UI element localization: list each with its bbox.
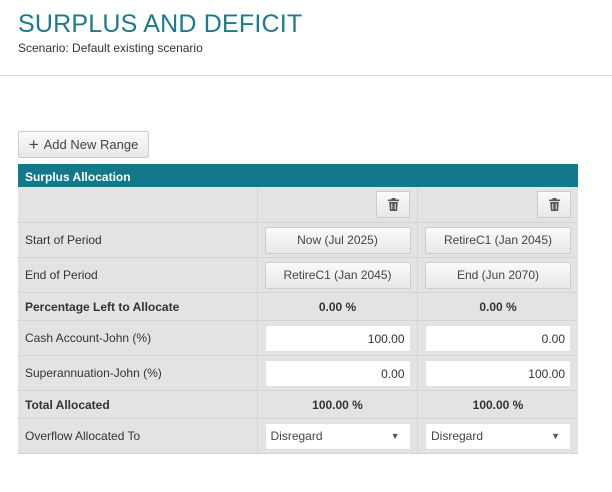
table-row-overflow: Overflow Allocated To Disregard ▼ Disrega… (18, 419, 578, 454)
table-header: Surplus Allocation (18, 164, 578, 187)
percentage-left-value: 0.00 % (479, 299, 517, 314)
page-title: SURPLUS AND DEFICIT (18, 10, 303, 38)
row-label: Start of Period (18, 223, 258, 257)
delete-range-1-button[interactable] (376, 191, 410, 218)
row-label: Superannuation-John (%) (18, 356, 258, 390)
start-period-1-button[interactable]: Now (Jul 2025) (264, 226, 411, 254)
table-row-super: Superannuation-John (%) 0.00 100.00 (18, 356, 578, 391)
table-row-end: End of Period RetireC1 (Jan 2045) End (J… (18, 258, 578, 293)
superannuation-2-input[interactable]: 100.00 (425, 359, 571, 387)
trash-icon (548, 198, 560, 211)
cash-account-2-input[interactable]: 0.00 (425, 324, 571, 352)
overflow-2-value: Disregard (431, 429, 484, 443)
add-new-range-button[interactable]: + Add New Range (18, 131, 149, 158)
divider (0, 75, 612, 76)
start-period-2-button[interactable]: RetireC1 (Jan 2045) (425, 226, 571, 254)
plus-icon: + (28, 135, 39, 154)
row-label: Percentage Left to Allocate (18, 293, 258, 320)
add-new-range-label: Add New Range (43, 137, 139, 152)
row-label: Overflow Allocated To (18, 419, 258, 453)
row-label: Total Allocated (18, 391, 258, 418)
overflow-1-value: Disregard (270, 429, 323, 443)
table-row-actions (18, 187, 578, 223)
cash-account-1-input[interactable]: 100.00 (264, 324, 411, 352)
table-row-start: Start of Period Now (Jul 2025) RetireC1 … (18, 223, 578, 258)
table-row-percentage-left: Percentage Left to Allocate 0.00 % 0.00 … (18, 293, 578, 321)
dropdown-arrow-icon: ▼ (551, 431, 560, 441)
end-period-1-button[interactable]: RetireC1 (Jan 2045) (264, 261, 411, 289)
surplus-allocation-table: Surplus Allocation Start of Period Now (… (18, 164, 578, 454)
delete-range-2-button[interactable] (537, 191, 571, 218)
scenario-subtitle: Scenario: Default existing scenario (18, 41, 203, 55)
table-row-total: Total Allocated 100.00 % 100.00 % (18, 391, 578, 419)
percentage-left-value: 0.00 % (258, 293, 418, 320)
total-allocated-value: 100.00 % (472, 397, 524, 412)
total-allocated-value: 100.00 % (258, 391, 418, 418)
row-label: End of Period (18, 258, 258, 292)
table-row-cash: Cash Account-John (%) 100.00 0.00 (18, 321, 578, 356)
row-label: Cash Account-John (%) (18, 321, 258, 355)
overflow-2-select[interactable]: Disregard ▼ (425, 422, 571, 450)
trash-icon (387, 198, 399, 211)
superannuation-1-input[interactable]: 0.00 (264, 359, 411, 387)
end-period-2-button[interactable]: End (Jun 2070) (425, 261, 571, 289)
overflow-1-select[interactable]: Disregard ▼ (264, 422, 411, 450)
dropdown-arrow-icon: ▼ (390, 431, 400, 441)
